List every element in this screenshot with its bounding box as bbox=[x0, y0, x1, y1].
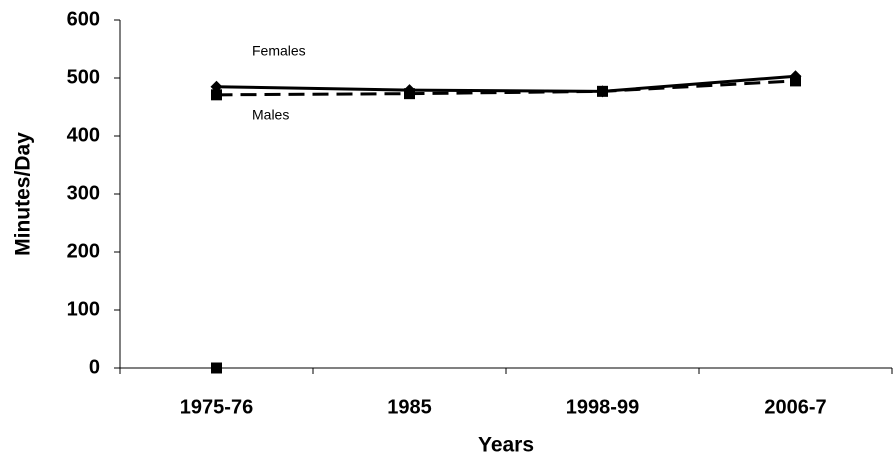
x-tick-label: 1998-99 bbox=[566, 396, 639, 418]
x-axis-title: Years bbox=[478, 434, 534, 457]
y-tick-label: 100 bbox=[67, 298, 100, 320]
series-line bbox=[216, 79, 796, 97]
series-annotation: Females bbox=[252, 43, 306, 59]
marker bbox=[597, 85, 608, 97]
y-tick-label: 400 bbox=[67, 124, 100, 146]
y-tick-label: 0 bbox=[89, 356, 100, 378]
marker bbox=[790, 75, 801, 87]
y-tick-label: 600 bbox=[67, 8, 100, 30]
y-axis-title: Minutes/Day bbox=[12, 132, 35, 256]
y-tick-label: 500 bbox=[67, 66, 100, 88]
y-tick-label: 200 bbox=[67, 240, 100, 262]
marker bbox=[211, 89, 222, 101]
marker bbox=[211, 362, 222, 374]
series-line bbox=[216, 74, 796, 93]
marker bbox=[404, 88, 415, 100]
series-annotation: Males bbox=[252, 107, 289, 123]
x-tick-label: 1985 bbox=[387, 396, 432, 418]
x-tick-label: 2006-7 bbox=[764, 396, 826, 418]
x-tick-label: 1975-76 bbox=[180, 396, 253, 418]
y-tick-label: 300 bbox=[67, 182, 100, 204]
